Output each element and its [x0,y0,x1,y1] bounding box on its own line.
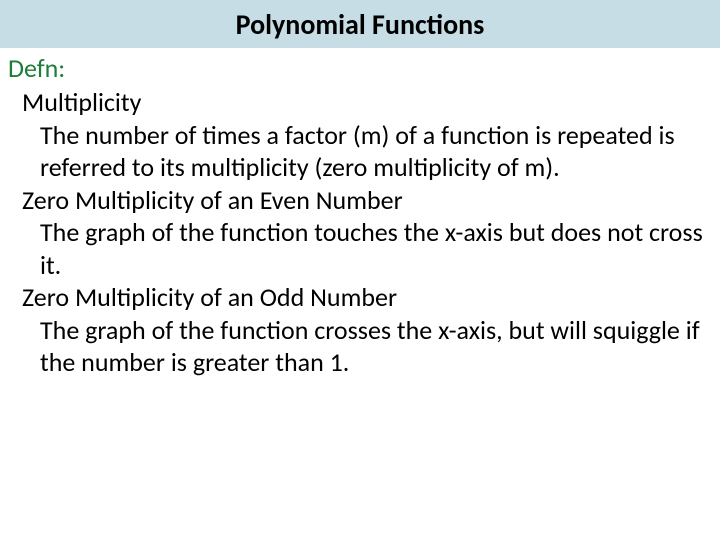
even-multiplicity-heading: Zero Multiplicity of an Even Number [8,184,712,217]
definition-label: Defn: [8,52,712,84]
title-bar: Polynomial Functions [0,0,720,48]
multiplicity-body: The number of times a factor (m) of a fu… [8,119,712,184]
even-multiplicity-body: The graph of the function touches the x-… [8,216,712,281]
odd-multiplicity-heading: Zero Multiplicity of an Odd Number [8,281,712,314]
content-area: Defn: Multiplicity The number of times a… [0,48,720,379]
odd-multiplicity-body: The graph of the function crosses the x-… [8,314,712,379]
page-title: Polynomial Functions [236,7,485,42]
multiplicity-heading: Multiplicity [8,86,712,119]
